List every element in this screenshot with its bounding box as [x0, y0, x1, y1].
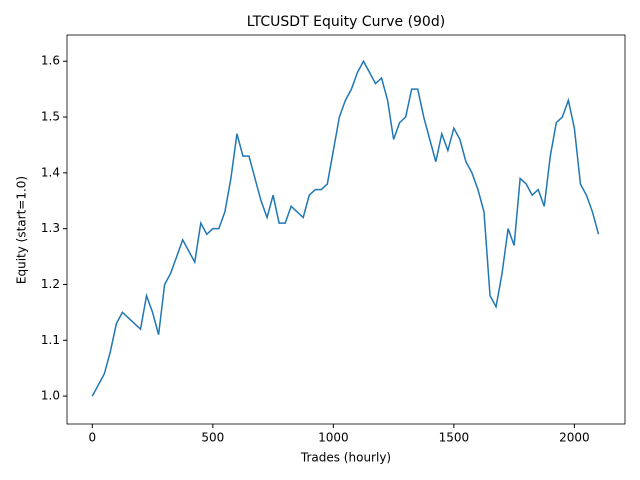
- x-tick-label: 0: [88, 431, 96, 445]
- y-tick-label: 1.1: [41, 333, 60, 347]
- x-axis-label: Trades (hourly): [300, 451, 391, 465]
- x-tick-label: 1000: [318, 431, 349, 445]
- chart-title: LTCUSDT Equity Curve (90d): [247, 14, 445, 30]
- y-axis-label: Equity (start=1.0): [15, 176, 29, 284]
- plot-frame: [66, 34, 626, 425]
- y-tick-label: 1.3: [41, 221, 60, 235]
- x-tick-label: 1500: [439, 431, 470, 445]
- equity-line: [91, 59, 600, 397]
- y-tick-label: 1.6: [41, 54, 60, 68]
- y-tick-label: 1.2: [41, 277, 60, 291]
- y-tick-label: 1.4: [41, 165, 60, 179]
- x-tick-label: 2000: [559, 431, 590, 445]
- x-tick-label: 500: [201, 431, 224, 445]
- y-tick-label: 1.5: [41, 110, 60, 124]
- y-tick-label: 1.0: [41, 389, 60, 403]
